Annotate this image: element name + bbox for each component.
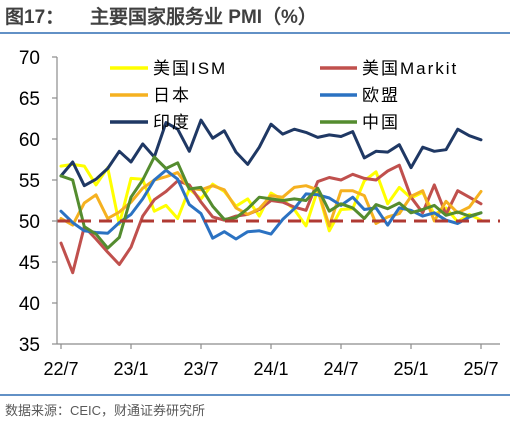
x-tick-label: 22/7 xyxy=(43,359,78,379)
y-axis-ticks: 70 65 60 55 50 45 40 35 xyxy=(19,48,57,356)
y-tick-label: 50 xyxy=(19,212,40,233)
legend-label-us-ism: 美国ISM xyxy=(153,59,227,78)
y-tick-label: 55 xyxy=(19,171,40,192)
plot-area: 70 65 60 55 50 45 40 35 22/7 23/1 23/7 24/1 24/7 25/… xyxy=(19,48,500,379)
y-tick-label: 45 xyxy=(19,253,40,274)
y-tick-label: 40 xyxy=(19,294,40,315)
legend-label-euro-area: 欧盟 xyxy=(362,86,400,105)
figure-label: 图17： xyxy=(5,6,64,28)
x-axis-ticks: 22/7 23/1 23/7 24/1 24/7 25/1 25/7 xyxy=(43,344,499,379)
series-layer xyxy=(59,118,483,275)
x-tick-label: 24/1 xyxy=(253,359,288,379)
legend-label-japan: 日本 xyxy=(153,86,191,105)
y-tick-label: 60 xyxy=(19,130,40,151)
series-line-india xyxy=(59,118,483,188)
legend-label-us-markit: 美国Markit xyxy=(362,59,458,78)
legend-item-china: 中国 xyxy=(320,113,400,132)
y-tick-label: 70 xyxy=(19,48,40,69)
x-tick-label: 25/1 xyxy=(393,359,428,379)
x-tick-label: 23/7 xyxy=(183,359,218,379)
legend-label-india: 印度 xyxy=(153,113,191,132)
y-tick-label: 35 xyxy=(19,335,40,356)
legend-label-china: 中国 xyxy=(362,113,400,132)
legend-item-india: 印度 xyxy=(110,113,191,132)
y-tick-label: 65 xyxy=(19,89,40,110)
x-tick-label: 25/7 xyxy=(463,359,498,379)
series-line-china xyxy=(59,155,483,250)
legend-item-japan: 日本 xyxy=(110,86,191,105)
source-note: 数据来源：CEIC，财通证券研究所 xyxy=(5,403,205,418)
series-line-euro-area xyxy=(59,168,483,241)
chart-title: 主要国家服务业 PMI（%） xyxy=(90,5,317,28)
legend: 美国ISM 美国Markit 日本 欧盟 印度 中国 xyxy=(110,59,458,132)
x-tick-label: 24/7 xyxy=(323,359,358,379)
legend-item-us-markit: 美国Markit xyxy=(320,59,458,78)
legend-item-euro-area: 欧盟 xyxy=(320,86,400,105)
x-tick-label: 23/1 xyxy=(113,359,148,379)
legend-item-us-ism: 美国ISM xyxy=(110,59,227,78)
